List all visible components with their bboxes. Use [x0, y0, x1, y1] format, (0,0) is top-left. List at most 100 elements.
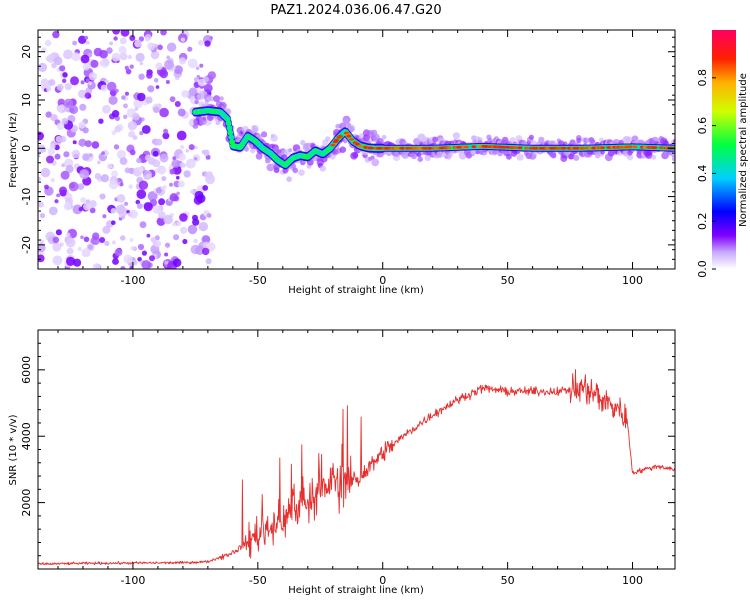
spectrogram-noise-cell [111, 130, 117, 136]
spectrogram-noise-cell [99, 193, 106, 200]
spectrogram-noise-cell [94, 173, 102, 180]
y-tick-label: 4000 [20, 422, 33, 450]
spectrogram-noise-cell [110, 165, 114, 169]
spectrogram-noise-cell [69, 105, 79, 115]
spectrogram-halo-cell [213, 95, 221, 103]
spectrogram-noise-cell [153, 78, 159, 83]
spectrogram-halo-cell [573, 154, 580, 161]
spectrogram-frame [37, 29, 676, 270]
spectrogram-noise-cell [80, 197, 87, 204]
spectrogram-noise-cell [52, 242, 62, 252]
spectrogram-halo-cell [244, 145, 250, 151]
spectrogram-noise-cell [196, 194, 206, 204]
y-tick-label: 10 [20, 93, 33, 107]
spectrogram-noise-cell [127, 54, 133, 60]
spectrogram-noise-cell [192, 218, 200, 226]
spectrogram-ridge-core [357, 144, 363, 148]
spectrogram-noise-cell [120, 30, 130, 37]
spectrogram-noise-cell [123, 254, 133, 264]
spectrogram-noise-cell [48, 206, 58, 216]
spectrogram-halo-cell [325, 136, 331, 142]
snr-y-label: SNR (10 * v/v) [8, 414, 19, 485]
spectrogram-noise-cell [125, 68, 132, 75]
spectrogram-noise-cell [110, 208, 117, 214]
spectrogram-noise-cell [121, 95, 126, 100]
spectrogram-noise-cell [161, 176, 167, 182]
spectrogram-noise-cell [151, 50, 159, 58]
spectrogram-noise-cell [152, 241, 157, 246]
spectrogram-halo-cell [424, 154, 431, 161]
spectrogram-noise-cell [155, 62, 163, 70]
spectrogram-noise-cell [63, 98, 74, 109]
spectrogram-noise-cell [78, 121, 86, 129]
spectrogram-noise-cell [147, 42, 156, 51]
spectrogram-noise-cell [185, 149, 189, 153]
spectrogram-ridge-core [501, 145, 507, 149]
spectrogram-halo-cell [370, 155, 375, 160]
spectrogram-halo-cell [347, 124, 356, 133]
spectrogram-ridge-core [580, 146, 586, 150]
spectrogram-halo-cell [335, 123, 341, 129]
spectrogram-noise-cell [138, 180, 149, 190]
spectrogram-noise-cell [205, 174, 216, 185]
spectrogram-noise-cell [195, 66, 200, 71]
y-tick-label: 20 [20, 45, 33, 59]
snr-frame [37, 329, 676, 570]
spectrogram-halo-cell [651, 154, 657, 160]
spectrogram-noise-cell [129, 35, 136, 41]
spectrogram-noise-cell [70, 76, 79, 86]
spectrogram-noise-cell [129, 64, 134, 69]
spectrogram-noise-cell [185, 158, 196, 169]
spectrogram-noise-cell [82, 153, 90, 161]
spectrogram-noise-cell [202, 247, 210, 256]
spectrogram-noise-cell [136, 203, 143, 209]
spectrogram-noise-cell [78, 138, 87, 147]
spectrogram-noise-cell [180, 226, 188, 234]
spectrogram-noise-cell [108, 95, 118, 105]
spectrogram-halo-cell [194, 99, 199, 105]
spectrogram-noise-cell [53, 56, 63, 66]
spectrogram-noise-cell [193, 238, 198, 244]
spectrogram-noise-cell [77, 183, 85, 191]
spectrogram-noise-cell [46, 155, 54, 164]
spectrogram-noise-cell [100, 84, 108, 92]
spectrogram-noise-cell [85, 40, 90, 45]
spectrogram-noise-cell [52, 30, 60, 39]
spectrogram-ridge-core [512, 146, 518, 150]
spectrogram-heatmap [38, 30, 675, 269]
spectrogram-noise-cell [172, 222, 177, 227]
spectrogram-noise-cell [106, 47, 113, 54]
spectrogram-noise-cell [163, 214, 173, 225]
spectrogram-noise-cell [171, 159, 181, 168]
spectrogram-noise-cell [119, 37, 127, 45]
spectrogram-noise-cell [181, 90, 190, 98]
spectrogram-ridge-core [618, 145, 624, 149]
spectrogram-halo-cell [343, 118, 350, 125]
spectrogram-noise-cell [136, 189, 147, 199]
spectrogram-halo-cell [509, 137, 516, 144]
spectrogram-noise-cell [66, 247, 74, 255]
spectrogram-noise-cell [38, 62, 48, 72]
spectrogram-noise-cell [127, 212, 132, 217]
spectrogram-noise-cell [68, 181, 79, 192]
spectrogram-noise-cell [119, 52, 128, 61]
spectrogram-ridge-mid [228, 134, 235, 140]
spectrogram-noise-cell [126, 209, 130, 214]
spectrogram-noise-cell [38, 131, 44, 141]
spectrogram-x-label: Height of straight line (km) [288, 285, 424, 296]
colorbar-gradient [712, 30, 736, 269]
spectrogram-noise-cell [63, 151, 70, 158]
spectrogram-noise-cell [164, 260, 169, 265]
spectrogram-noise-cell [156, 187, 163, 194]
spectrogram-noise-cell [91, 141, 100, 149]
spectrogram-noise-cell [55, 229, 63, 236]
spectrogram-ridge-core [545, 146, 551, 150]
spectrogram-noise-cell [164, 59, 174, 70]
spectrogram-noise-cell [114, 88, 119, 93]
colorbar-tick-label: 0.6 [696, 117, 709, 135]
spectrogram-halo-cell [339, 146, 347, 153]
spectrogram-noise-cell [152, 150, 159, 157]
y-tick-label: 0 [20, 145, 33, 152]
spectrogram-noise-cell [187, 58, 198, 69]
spectrogram-noise-cell [111, 170, 118, 178]
